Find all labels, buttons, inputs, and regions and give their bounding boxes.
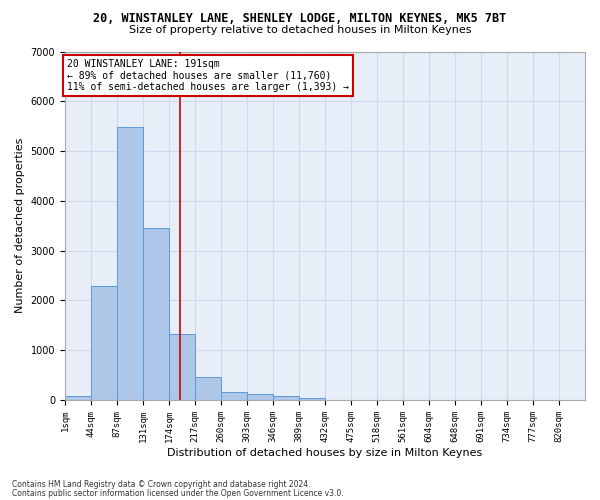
X-axis label: Distribution of detached houses by size in Milton Keynes: Distribution of detached houses by size … <box>167 448 482 458</box>
Text: 20, WINSTANLEY LANE, SHENLEY LODGE, MILTON KEYNES, MK5 7BT: 20, WINSTANLEY LANE, SHENLEY LODGE, MILT… <box>94 12 506 26</box>
Text: Contains public sector information licensed under the Open Government Licence v3: Contains public sector information licen… <box>12 488 344 498</box>
Bar <box>143 228 169 400</box>
Bar <box>299 398 325 400</box>
Bar <box>195 377 221 400</box>
Bar <box>65 396 91 400</box>
Text: Size of property relative to detached houses in Milton Keynes: Size of property relative to detached ho… <box>129 25 471 35</box>
Bar <box>169 334 195 400</box>
Bar <box>247 394 273 400</box>
Y-axis label: Number of detached properties: Number of detached properties <box>15 138 25 314</box>
Bar <box>273 396 299 400</box>
Bar <box>91 286 117 400</box>
Text: Contains HM Land Registry data © Crown copyright and database right 2024.: Contains HM Land Registry data © Crown c… <box>12 480 311 489</box>
Text: 20 WINSTANLEY LANE: 191sqm
← 89% of detached houses are smaller (11,760)
11% of : 20 WINSTANLEY LANE: 191sqm ← 89% of deta… <box>67 59 349 92</box>
Bar <box>221 392 247 400</box>
Bar <box>117 127 143 400</box>
